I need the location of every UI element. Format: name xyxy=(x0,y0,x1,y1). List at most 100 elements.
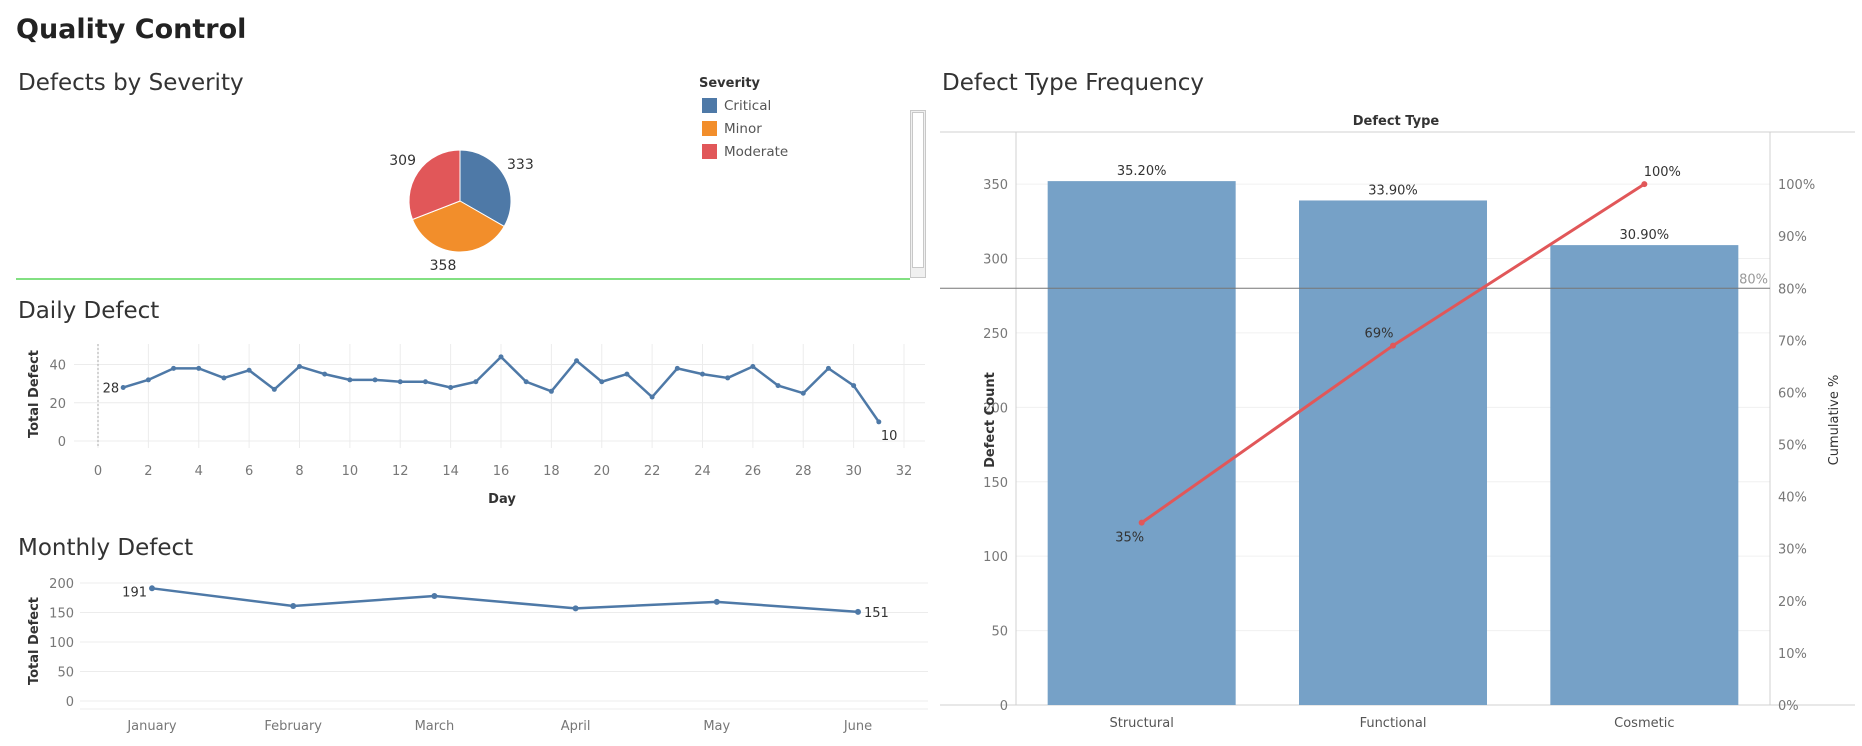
daily-point[interactable] xyxy=(171,365,177,371)
monthly-series[interactable]: 191 151 xyxy=(122,585,889,621)
daily-point[interactable] xyxy=(397,379,403,385)
daily-x-tick: 10 xyxy=(342,464,359,479)
pareto-y-tick: 150 xyxy=(983,476,1008,491)
pie-slice-minor[interactable] xyxy=(411,200,505,253)
daily-point[interactable] xyxy=(876,419,882,425)
daily-point[interactable] xyxy=(498,354,504,360)
daily-point[interactable] xyxy=(196,365,202,371)
legend-label-minor: Minor xyxy=(724,120,762,137)
severity-chart-title: Defects by Severity xyxy=(18,70,244,96)
monthly-point[interactable] xyxy=(431,592,438,599)
pareto-y-tick: 0 xyxy=(1000,699,1008,714)
daily-point[interactable] xyxy=(422,379,428,385)
daily-y-tick: 40 xyxy=(49,359,66,374)
daily-x-tick: 30 xyxy=(845,464,862,479)
daily-point[interactable] xyxy=(271,386,277,392)
daily-point[interactable] xyxy=(649,394,655,400)
daily-point[interactable] xyxy=(624,371,630,377)
monthly-point[interactable] xyxy=(149,585,155,592)
monthly-point[interactable] xyxy=(290,603,297,610)
bar-cosmetic[interactable] xyxy=(1550,245,1739,705)
pareto-y2-tick: 30% xyxy=(1778,543,1807,558)
daily-label-first: 28 xyxy=(103,381,120,396)
daily-point[interactable] xyxy=(825,365,831,371)
monthly-y-tick: 0 xyxy=(66,695,74,710)
legend-swatch-moderate xyxy=(702,144,717,159)
pie-slice-critical[interactable] xyxy=(459,149,512,228)
monthly-x-tick: April xyxy=(561,719,591,734)
pareto-chart-title: Defect Type Frequency xyxy=(942,70,1205,96)
daily-point[interactable] xyxy=(246,367,252,373)
daily-point[interactable] xyxy=(221,375,227,381)
monthly-x-tick: May xyxy=(703,719,730,734)
daily-series[interactable]: 28 10 xyxy=(103,354,898,444)
pareto-y2-tick: 50% xyxy=(1778,439,1807,454)
cumulative-point[interactable] xyxy=(1390,342,1396,349)
monthly-point[interactable] xyxy=(572,605,579,612)
daily-point[interactable] xyxy=(750,363,756,369)
pareto-y-axis-label: Defect Count xyxy=(983,372,998,468)
daily-point[interactable] xyxy=(448,384,454,390)
pareto-y2-tick: 40% xyxy=(1778,491,1807,506)
daily-point[interactable] xyxy=(599,379,605,385)
pareto-y2-tick: 10% xyxy=(1778,647,1807,662)
pareto-y2-tick: 90% xyxy=(1778,230,1807,245)
pareto-y2-tick: 70% xyxy=(1778,334,1807,349)
monthly-y-tick: 100 xyxy=(49,636,74,651)
daily-point[interactable] xyxy=(700,371,705,377)
daily-point[interactable] xyxy=(674,365,680,371)
daily-point[interactable] xyxy=(145,377,151,383)
daily-x-tick: 26 xyxy=(745,464,762,479)
monthly-line[interactable] xyxy=(151,587,859,614)
pareto-y2-tick: 20% xyxy=(1778,595,1807,610)
legend-item-critical[interactable]: Critical xyxy=(702,94,788,117)
bar-structural[interactable] xyxy=(1047,181,1236,706)
daily-point[interactable] xyxy=(775,383,781,389)
severity-scrollbar[interactable] xyxy=(910,110,926,278)
monthly-label-last: 151 xyxy=(864,606,889,621)
monthly-point[interactable] xyxy=(713,598,720,605)
scrollbar-thumb[interactable] xyxy=(912,112,924,268)
pareto-cumulative-line[interactable]: 35% 69% 100% xyxy=(1115,165,1681,546)
cumulative-point[interactable] xyxy=(1138,519,1145,526)
daily-chart-title: Daily Defect xyxy=(18,298,160,324)
daily-x-tick: 20 xyxy=(593,464,610,479)
pareto-y-tick: 300 xyxy=(983,253,1008,268)
daily-point[interactable] xyxy=(851,383,857,389)
pareto-y2-axis-label: Cumulative % xyxy=(1827,375,1842,466)
daily-y-axis-label: Total Defect xyxy=(27,350,42,438)
pareto-y2-tick: 80% xyxy=(1778,282,1807,297)
pareto-y2-tick: 100% xyxy=(1778,178,1815,193)
monthly-y-tick: 150 xyxy=(49,607,74,622)
bar-label: 33.90% xyxy=(1368,183,1418,198)
daily-point[interactable] xyxy=(800,390,806,396)
daily-point[interactable] xyxy=(473,379,479,385)
daily-point[interactable] xyxy=(120,384,126,390)
daily-x-tick: 24 xyxy=(694,464,711,479)
pareto-column-header: Defect Type xyxy=(1353,114,1440,129)
daily-point[interactable] xyxy=(725,375,731,381)
daily-point[interactable] xyxy=(574,358,580,364)
daily-x-tick: 22 xyxy=(644,464,661,479)
daily-x-tick: 4 xyxy=(195,464,203,479)
monthly-y-tick: 50 xyxy=(57,666,74,681)
daily-point[interactable] xyxy=(297,363,302,369)
cumulative-point[interactable] xyxy=(1641,181,1648,188)
daily-point[interactable] xyxy=(322,371,328,377)
pie-slice-moderate[interactable] xyxy=(408,149,461,221)
daily-point[interactable] xyxy=(347,377,353,383)
daily-point[interactable] xyxy=(523,379,529,385)
bar-functional[interactable] xyxy=(1299,200,1487,705)
monthly-point[interactable] xyxy=(855,608,861,615)
daily-x-axis-label: Day xyxy=(488,492,516,507)
severity-pie[interactable] xyxy=(408,149,512,253)
monthly-line-chart: 0 50 100 150 200 January February March April May… xyxy=(27,577,928,734)
legend-item-moderate[interactable]: Moderate xyxy=(702,140,788,163)
pareto-bars[interactable]: 35.20% 33.90% 30.90% xyxy=(1047,164,1739,706)
legend-item-minor[interactable]: Minor xyxy=(702,117,788,140)
daily-point[interactable] xyxy=(548,388,554,394)
daily-point[interactable] xyxy=(372,377,378,383)
daily-x-tick: 28 xyxy=(795,464,812,479)
daily-x-tick: 2 xyxy=(144,464,152,479)
pareto-y-tick: 100 xyxy=(983,550,1008,565)
